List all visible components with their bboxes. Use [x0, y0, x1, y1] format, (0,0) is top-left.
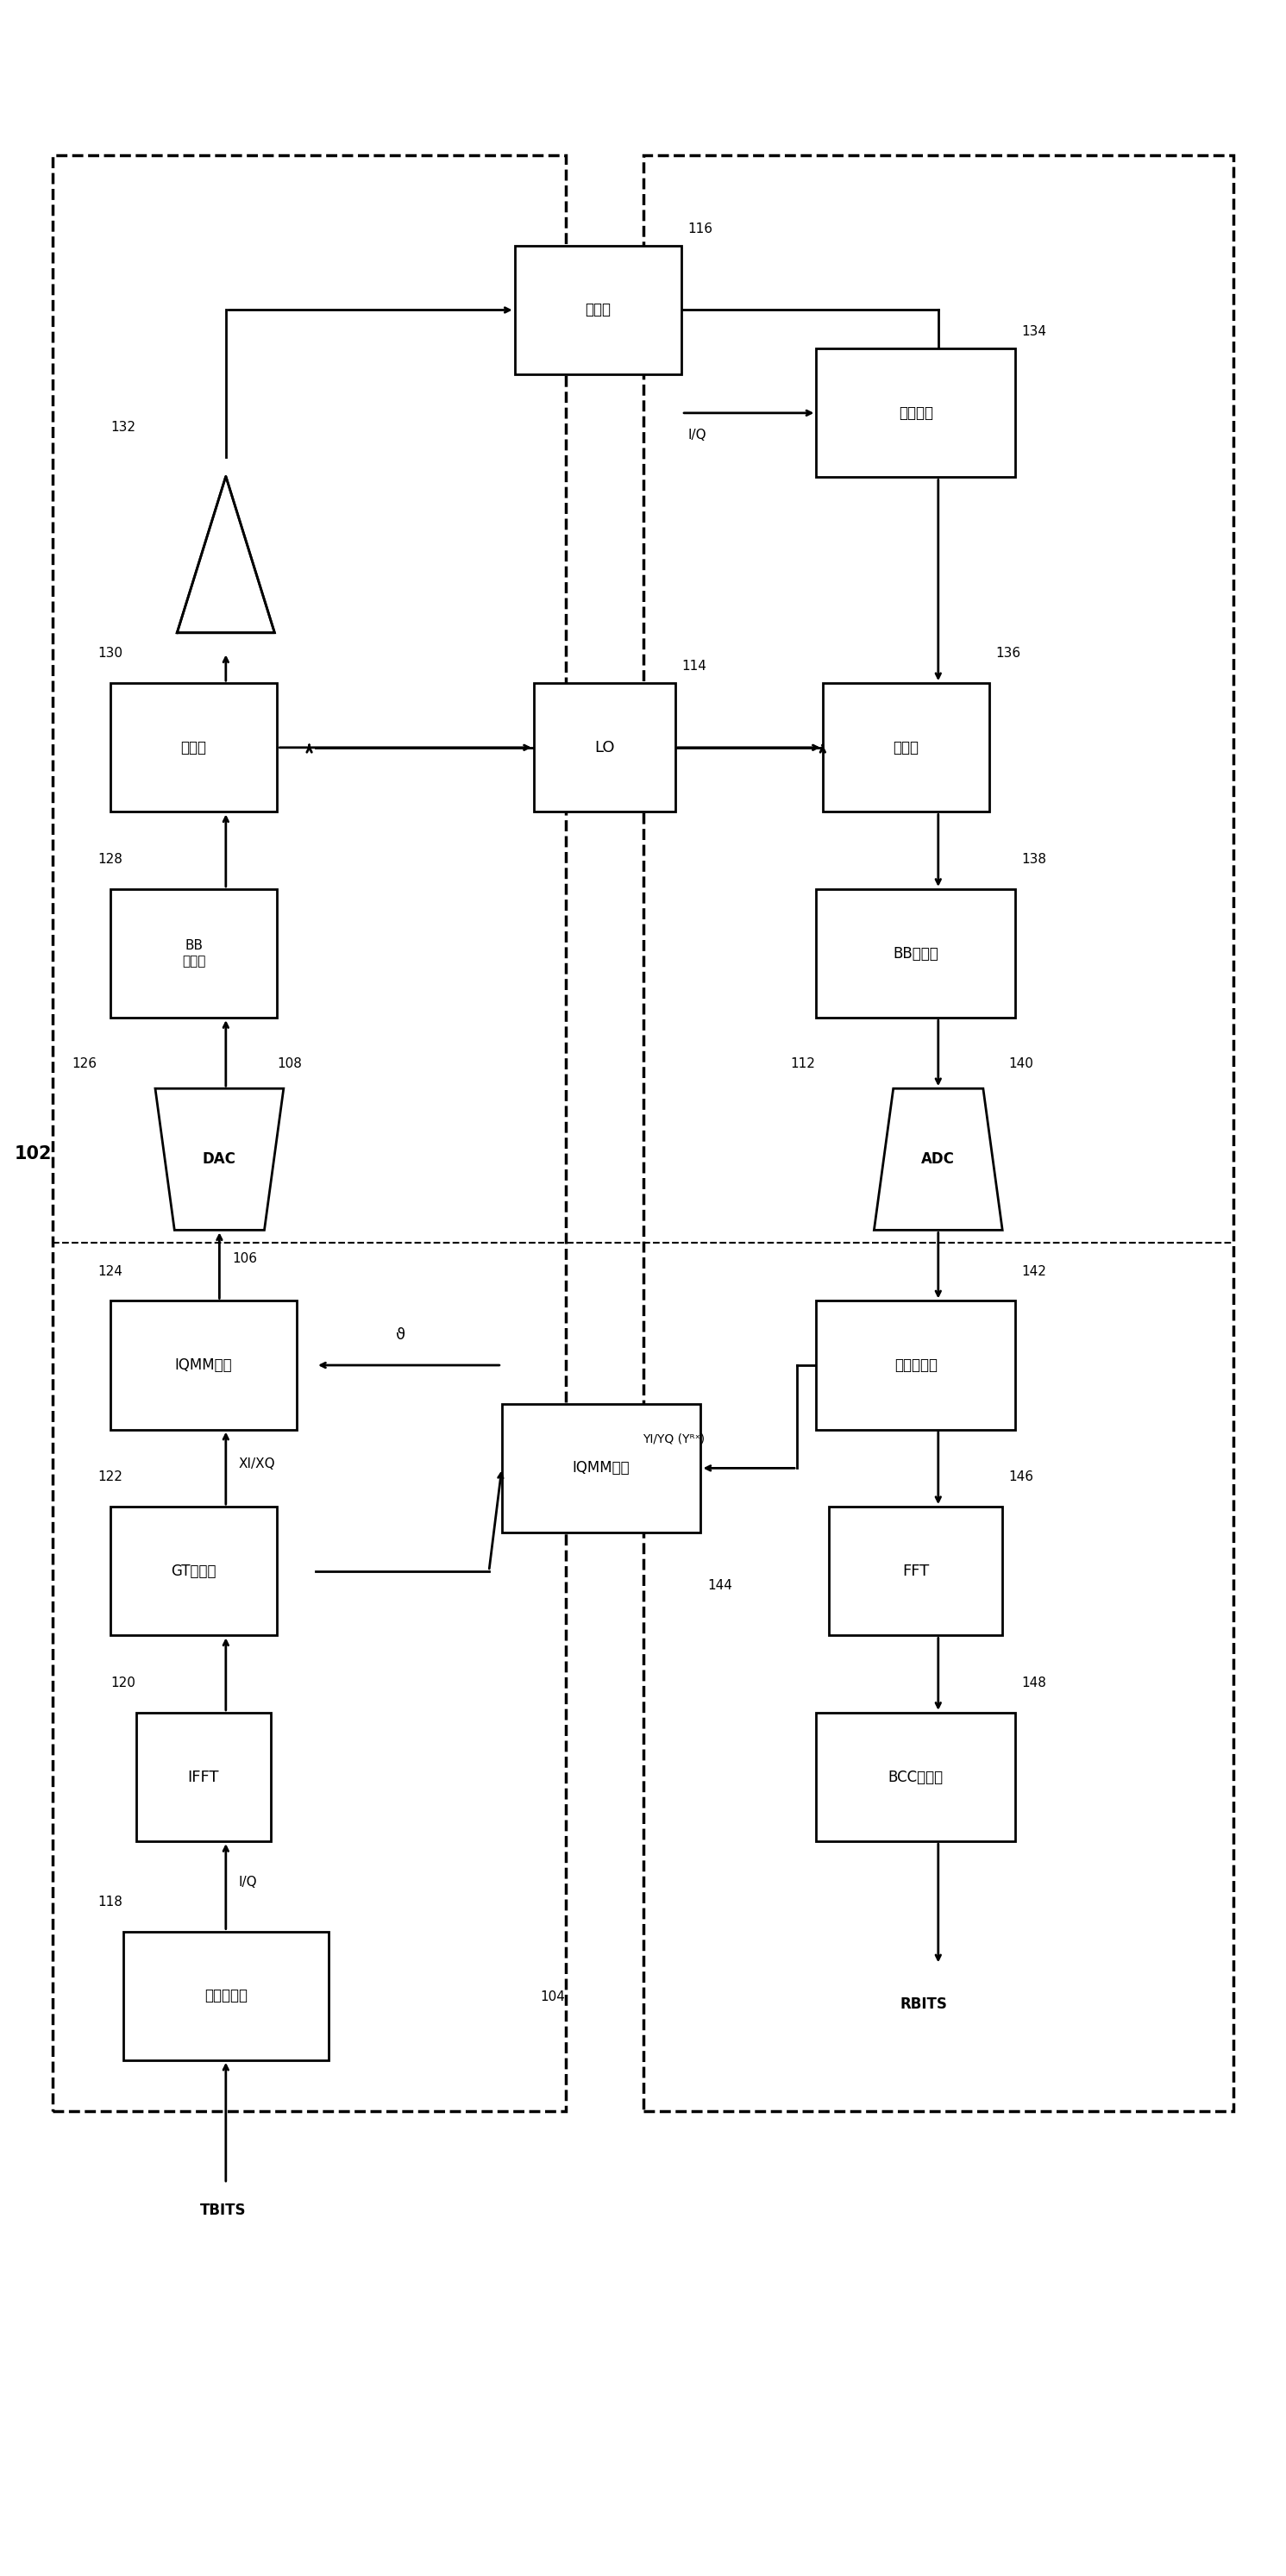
Text: IQMM校正: IQMM校正 [175, 1358, 231, 1373]
FancyBboxPatch shape [823, 683, 989, 811]
Text: IQMM估计: IQMM估计 [572, 1461, 630, 1476]
FancyBboxPatch shape [111, 889, 278, 1018]
Text: RBITS: RBITS [900, 1996, 946, 2012]
Text: GT和窗口: GT和窗口 [171, 1564, 216, 1579]
Text: YI/YQ (Yᴿˣ): YI/YQ (Yᴿˣ) [643, 1432, 705, 1445]
Polygon shape [156, 1090, 284, 1231]
FancyBboxPatch shape [136, 1713, 271, 1842]
Text: BB滤波器: BB滤波器 [892, 945, 939, 961]
Text: I/Q: I/Q [688, 428, 706, 440]
Text: ϑ: ϑ [396, 1327, 405, 1342]
Text: 116: 116 [688, 222, 712, 234]
FancyBboxPatch shape [817, 1713, 1015, 1842]
Polygon shape [177, 477, 275, 634]
Text: TBITS: TBITS [201, 2202, 247, 2218]
Text: 126: 126 [72, 1059, 96, 1072]
Text: 耦合器: 耦合器 [585, 301, 611, 317]
FancyBboxPatch shape [123, 1932, 328, 2061]
Text: FFT: FFT [903, 1564, 930, 1579]
Text: 134: 134 [1021, 325, 1047, 337]
FancyBboxPatch shape [817, 889, 1015, 1018]
Text: DAC: DAC [203, 1151, 237, 1167]
Text: 142: 142 [1021, 1265, 1047, 1278]
Text: 开关网络: 开关网络 [899, 404, 934, 420]
Text: BCC解码器: BCC解码器 [889, 1770, 944, 1785]
Text: 星座映射器: 星座映射器 [204, 1989, 247, 2004]
FancyBboxPatch shape [111, 683, 278, 811]
Text: 102: 102 [14, 1146, 51, 1162]
Text: 108: 108 [278, 1059, 302, 1072]
Text: XI/XQ: XI/XQ [239, 1458, 275, 1471]
Text: 混频器: 混频器 [181, 739, 207, 755]
Text: 120: 120 [111, 1677, 135, 1690]
Text: I/Q: I/Q [239, 1875, 257, 1888]
Text: 138: 138 [1021, 853, 1047, 866]
Text: 122: 122 [98, 1471, 122, 1484]
Text: LO: LO [594, 739, 615, 755]
Text: 106: 106 [233, 1252, 257, 1265]
Text: 124: 124 [98, 1265, 122, 1278]
FancyBboxPatch shape [534, 683, 675, 811]
Text: 148: 148 [1021, 1677, 1047, 1690]
Text: ADC: ADC [922, 1151, 955, 1167]
FancyBboxPatch shape [817, 1301, 1015, 1430]
FancyBboxPatch shape [514, 245, 682, 374]
Text: 112: 112 [791, 1059, 815, 1072]
Text: 104: 104 [540, 1991, 566, 2004]
Text: 128: 128 [98, 853, 122, 866]
Polygon shape [874, 1090, 1002, 1231]
Bar [53, 155, 566, 2112]
Text: 144: 144 [707, 1579, 732, 1592]
Text: 146: 146 [1008, 1471, 1034, 1484]
FancyBboxPatch shape [502, 1404, 701, 1533]
Text: IFFT: IFFT [188, 1770, 219, 1785]
Text: 130: 130 [98, 647, 122, 659]
FancyBboxPatch shape [111, 1507, 278, 1636]
FancyBboxPatch shape [817, 348, 1015, 477]
Text: 114: 114 [682, 659, 706, 672]
Text: 132: 132 [111, 420, 135, 433]
Text: 118: 118 [98, 1896, 122, 1909]
Text: 数字滤波器: 数字滤波器 [894, 1358, 937, 1373]
FancyBboxPatch shape [829, 1507, 1002, 1636]
FancyBboxPatch shape [111, 1301, 297, 1430]
Bar [643, 155, 1233, 2112]
Text: 混频器: 混频器 [894, 739, 919, 755]
Text: BB
滤波器: BB 滤波器 [181, 940, 206, 969]
Text: 136: 136 [995, 647, 1021, 659]
Text: 140: 140 [1008, 1059, 1034, 1072]
